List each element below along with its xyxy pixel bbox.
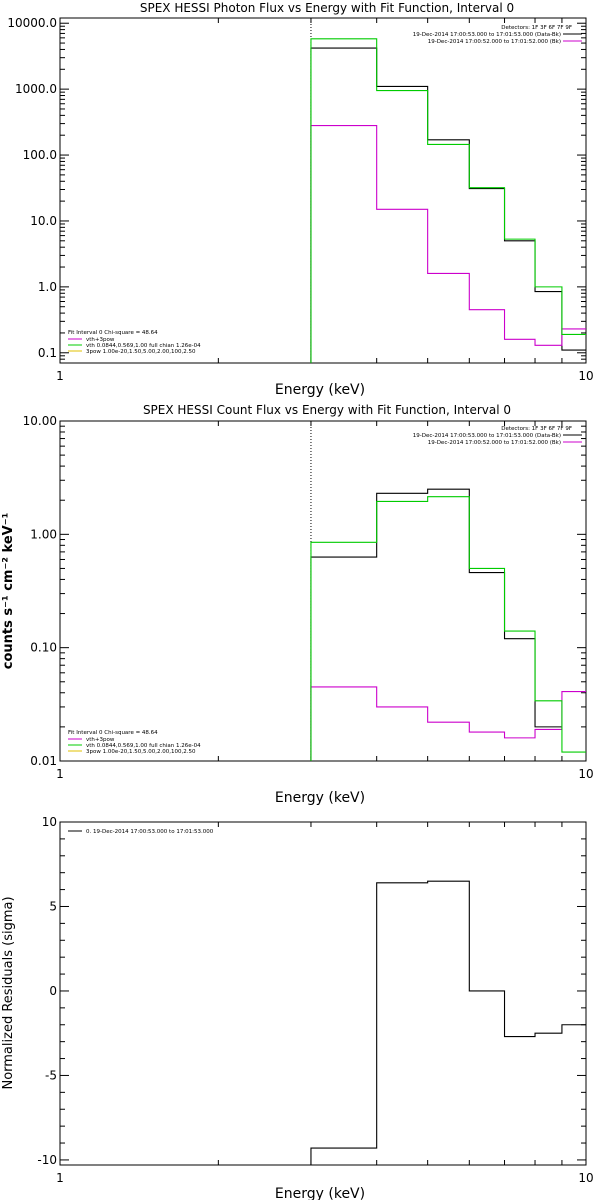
- p3-xtick-label: 10: [578, 1171, 593, 1185]
- panel1-legend-data-label: 19-Dec-2014 17:00:53.000 to 17:01:53.000…: [413, 32, 561, 38]
- panel2-legend-bk-label: 19-Dec-2014 17:00:52.000 to 17:01:52.000…: [428, 440, 561, 446]
- p1-ytick-label: 100.0: [23, 148, 57, 162]
- p1-series-2: [310, 38, 586, 363]
- panel1-legend-bk-label: 19-Dec-2014 17:00:52.000 to 17:01:52.000…: [428, 39, 561, 45]
- panel2-title: SPEX HESSI Count Flux vs Energy with Fit…: [143, 403, 511, 417]
- p3-ytick-label: 10: [42, 815, 57, 829]
- p2-xtick-label: 1: [56, 767, 64, 781]
- p1-ytick-label: 10.0: [30, 214, 57, 228]
- panel1-legend-vth-label: vth 0.0844,0.569,1.00 full chian 1.26e-0…: [86, 343, 201, 349]
- p2-series-0: [310, 488, 562, 761]
- panel2-legend-data-label: 19-Dec-2014 17:00:53.000 to 17:01:53.000…: [413, 433, 561, 439]
- panel1-title: SPEX HESSI Photon Flux vs Energy with Fi…: [140, 1, 514, 15]
- panel1-legend-bottom-left: Fit Interval 0 Chi-square = 48.64 vth+3p…: [68, 330, 201, 355]
- panel1-legend-model-label: vth+3pow: [86, 337, 115, 343]
- panel2-axes: 0.01 0.10 1.00 10.00 1 10: [23, 414, 594, 781]
- p2-ytick-label: 0.10: [30, 641, 57, 655]
- panel3-axes: -10 -5 0 5 10 1 10: [37, 815, 593, 1185]
- p2-ytick-label: 1.00: [30, 527, 57, 541]
- p3-ytick-label: -5: [45, 1068, 57, 1082]
- panel3-ylabel: Normalized Residuals (sigma): [1, 896, 16, 1089]
- photon-flux-panel: SPEX HESSI Photon Flux vs Energy with Fi…: [7, 1, 593, 398]
- p1-ytick-label: 1.0: [38, 280, 57, 294]
- p2-series-2: [310, 496, 586, 761]
- panel2-xlabel: Energy (keV): [275, 790, 365, 806]
- panel1-xlabel: Energy (keV): [275, 382, 365, 398]
- panel3-legend-label: 0. 19-Dec-2014 17:00:53.000 to 17:01:53.…: [86, 829, 214, 835]
- panel2-legend-bottom-left: Fit Interval 0 Chi-square = 48.64 vth+3p…: [68, 730, 201, 755]
- panel2-legend-3pow-label: 3pow 1.00e-20,1.50,5.00,2.00,100,2.50: [86, 749, 196, 755]
- panel2-ylabel: counts s⁻¹ cm⁻² keV⁻¹: [1, 513, 16, 670]
- p2-ytick-label: 10.00: [23, 414, 57, 428]
- panel3-legend-top-left: 0. 19-Dec-2014 17:00:53.000 to 17:01:53.…: [68, 829, 214, 835]
- panel3-frame: [59, 821, 587, 1166]
- p2-series-1: [310, 686, 586, 761]
- panel1-series: [310, 38, 586, 363]
- p3-ytick-label: -10: [37, 1153, 57, 1167]
- count-flux-panel: SPEX HESSI Count Flux vs Energy with Fit…: [1, 403, 594, 806]
- panel1-frame: [59, 17, 587, 364]
- p1-ytick-label: 0.1: [38, 346, 57, 360]
- p3-xtick-label: 1: [56, 1171, 64, 1185]
- panel2-legend-vth-label: vth 0.0844,0.569,1.00 full chian 1.26e-0…: [86, 743, 201, 749]
- p2-xtick-label: 10: [578, 767, 593, 781]
- panel2-legend-model-label: vth+3pow: [86, 737, 115, 743]
- panel1-axes: 0.1 1.0 10.0 100.0 1000.0 10000.0 1 10: [7, 16, 593, 383]
- p3-series-0: [310, 880, 586, 1165]
- panel2-detectors-label: Detectors: 1F 3F 6F 7F 9F: [501, 426, 572, 432]
- p3-ytick-label: 5: [49, 899, 57, 913]
- panel3-xlabel: Energy (keV): [275, 1186, 365, 1200]
- panel2-legend-top-right: Detectors: 1F 3F 6F 7F 9F 19-Dec-2014 17…: [413, 426, 582, 446]
- p1-series-1: [310, 125, 586, 363]
- panel1-detectors-label: Detectors: 1F 3F 6F 7F 9F: [501, 25, 572, 31]
- p1-series-0: [310, 47, 586, 363]
- residuals-panel: -10 -5 0 5 10 1 10 Normalized Residuals (sigma…: [1, 815, 594, 1200]
- p1-xtick-label: 1: [56, 369, 64, 383]
- panel2-frame: [59, 420, 587, 762]
- panel1-legend-top-right: Detectors: 1F 3F 6F 7F 9F 19-Dec-2014 17…: [413, 25, 582, 45]
- p1-ytick-label: 10000.0: [7, 16, 57, 30]
- panel1-fit-info: Fit Interval 0 Chi-square = 48.64: [68, 330, 158, 336]
- panel2-series: [310, 488, 586, 761]
- p1-ytick-label: 1000.0: [15, 82, 57, 96]
- panel3-series: [310, 880, 586, 1165]
- p1-xtick-label: 10: [578, 369, 593, 383]
- panel1-legend-3pow-label: 3pow 1.00e-20,1.50,5.00,2.00,100,2.50: [86, 349, 196, 355]
- p2-ytick-label: 0.01: [30, 754, 57, 768]
- p3-ytick-label: 0: [49, 984, 57, 998]
- panel2-fit-info: Fit Interval 0 Chi-square = 48.64: [68, 730, 158, 736]
